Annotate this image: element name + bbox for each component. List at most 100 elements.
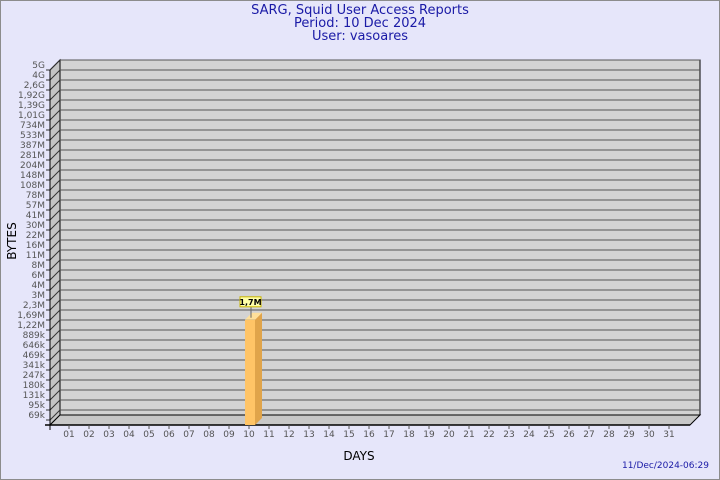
y-tick-label: 95k — [28, 401, 45, 411]
y-tick-label: 646k — [23, 341, 46, 351]
grid-line-side — [49, 409, 61, 421]
x-tick-label: 19 — [423, 430, 435, 440]
grid-line-side — [49, 369, 61, 381]
y-tick-label: 2,3M — [23, 301, 45, 311]
x-tick-label: 03 — [103, 430, 114, 440]
data-label-box — [239, 296, 262, 308]
x-tick-label: 24 — [523, 430, 535, 440]
grid-line-side — [49, 119, 61, 131]
x-tick-label: 26 — [563, 430, 575, 440]
x-tick-label: 17 — [383, 430, 394, 440]
grid-line-side — [49, 219, 61, 231]
y-tick-label: 281M — [20, 151, 45, 161]
grid-line-side — [49, 169, 61, 181]
x-axis-title: DAYS — [343, 449, 374, 463]
y-tick-label: 180k — [23, 381, 46, 391]
x-tick-label: 23 — [503, 430, 514, 440]
y-tick-label: 30M — [26, 221, 45, 231]
y-tick-label: 469k — [23, 351, 46, 361]
y-tick-label: 734M — [20, 121, 45, 131]
x-tick-label: 11 — [263, 430, 274, 440]
x-tick-label: 20 — [443, 430, 455, 440]
grid-line-side — [49, 99, 61, 111]
bar-side — [255, 312, 262, 425]
grid-line-side — [49, 69, 61, 81]
x-tick-label: 08 — [203, 430, 215, 440]
grid-line-side — [49, 109, 61, 121]
grid-line-side — [49, 139, 61, 151]
grid-line-side — [49, 149, 61, 161]
y-tick-label: 4M — [32, 281, 46, 291]
x-tick-label: 06 — [163, 430, 175, 440]
x-tick-label: 12 — [283, 430, 294, 440]
y-tick-label: 889k — [23, 331, 46, 341]
x-tick-label: 18 — [403, 430, 415, 440]
y-tick-label: 247k — [23, 371, 46, 381]
floor — [48, 414, 702, 426]
grid-line-side — [49, 359, 61, 371]
x-tick-label: 15 — [343, 430, 354, 440]
x-tick-label: 01 — [63, 430, 74, 440]
y-tick-label: 5G — [32, 61, 45, 71]
grid-line-side — [49, 289, 61, 301]
x-tick-label: 25 — [543, 430, 554, 440]
x-tick-label: 02 — [83, 430, 94, 440]
data-label: 1,7M — [239, 298, 261, 307]
y-tick-label: 1,01G — [18, 111, 45, 121]
y-tick-label: 1,69M — [17, 311, 45, 321]
x-tick-label: 14 — [323, 430, 335, 440]
grid-line-side — [49, 129, 61, 141]
y-tick-label: 1,22M — [17, 321, 45, 331]
y-tick-label: 1,39G — [18, 101, 45, 111]
grid-line-side — [49, 329, 61, 341]
chart-period: Period: 10 Dec 2024 — [293, 16, 427, 31]
x-tick-label: 29 — [623, 430, 635, 440]
grid-line-side — [49, 379, 61, 391]
grid-line-side — [49, 189, 61, 201]
grid-line-side — [49, 299, 61, 311]
y-tick-label: 131k — [23, 391, 46, 401]
bar-front — [245, 319, 255, 425]
grid-line-side — [49, 279, 61, 291]
y-tick-label: 6M — [32, 271, 46, 281]
y-tick-label: 78M — [26, 191, 45, 201]
x-tick-label: 28 — [603, 430, 615, 440]
grid-line-side — [49, 199, 61, 211]
grid-line-side — [49, 159, 61, 171]
grid-line-side — [49, 89, 61, 101]
grid-line-side — [49, 239, 61, 251]
grid-line-side — [49, 339, 61, 351]
grid-line-side — [49, 229, 61, 241]
y-tick-label: 533M — [20, 131, 45, 141]
y-tick-label: 148M — [20, 171, 45, 181]
back-wall — [59, 59, 701, 416]
x-tick-label: 22 — [483, 430, 494, 440]
y-tick-label: 108M — [20, 181, 45, 191]
y-tick-label: 341k — [23, 361, 46, 371]
x-tick-label: 13 — [303, 430, 314, 440]
y-axis-title: BYTES — [5, 222, 19, 259]
y-tick-label: 16M — [26, 241, 45, 251]
grid-line-side — [49, 349, 61, 361]
y-tick-label: 8M — [32, 261, 46, 271]
y-tick-label: 22M — [26, 231, 45, 241]
x-tick-label: 27 — [583, 430, 594, 440]
x-tick-label: 05 — [143, 430, 154, 440]
y-tick-label: 11M — [26, 251, 45, 261]
grid-line-side — [49, 269, 61, 281]
x-tick-label: 10 — [243, 430, 255, 440]
y-tick-label: 1,92G — [18, 91, 45, 101]
x-tick-label: 07 — [183, 430, 194, 440]
bar-top — [245, 312, 262, 320]
chart-title: SARG, Squid User Access Reports — [251, 3, 469, 18]
y-tick-label: 69k — [28, 411, 45, 421]
generated-timestamp: 11/Dec/2024-06:29 — [621, 461, 709, 471]
y-tick-label: 4G — [32, 71, 45, 81]
y-tick-label: 57M — [26, 201, 45, 211]
x-tick-label: 09 — [223, 430, 235, 440]
x-tick-label: 16 — [363, 430, 375, 440]
x-tick-label: 31 — [663, 430, 674, 440]
grid-line-side — [49, 179, 61, 191]
grid-line-side — [49, 399, 61, 411]
